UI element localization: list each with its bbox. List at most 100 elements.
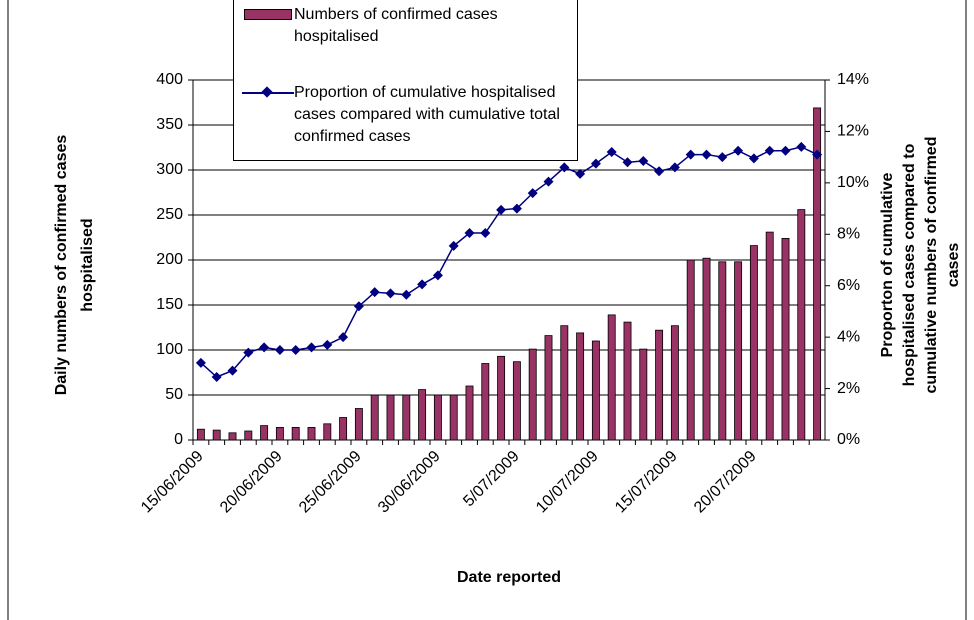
y2-axis-title: hospitalised cases compared to	[901, 143, 918, 386]
bar	[228, 432, 237, 441]
bar	[449, 394, 458, 441]
bar	[718, 261, 727, 441]
legend-label: Proportion of cumulative hospitalised ca…	[294, 84, 560, 145]
legend-symbol	[242, 82, 294, 102]
bar	[244, 430, 253, 441]
marker	[701, 149, 712, 160]
y-axis-title: Daily numbers of confirmed cases	[53, 135, 70, 396]
bar	[670, 325, 679, 441]
legend-label: Numbers of confirmed cases hospitalised	[294, 6, 498, 45]
y2-tick-label: 6%	[837, 277, 860, 294]
bar	[370, 394, 379, 441]
bar	[781, 237, 790, 441]
bar	[307, 426, 316, 441]
y2-axis-title: cumulative numbers of confirmed	[923, 137, 940, 394]
marker	[638, 156, 649, 166]
marker	[243, 347, 254, 358]
marker	[322, 339, 333, 350]
bar	[418, 389, 427, 441]
marker	[338, 332, 349, 343]
marker	[306, 342, 317, 353]
x-tick-label: 25/06/2009	[296, 448, 365, 517]
y-tick-label: 100	[156, 341, 183, 358]
y2-tick-label: 14%	[837, 71, 869, 88]
bar	[702, 257, 711, 441]
x-tick-label: 30/06/2009	[375, 448, 444, 517]
bar	[339, 417, 348, 441]
marker	[590, 158, 601, 169]
bar	[291, 426, 300, 441]
marker	[764, 145, 775, 156]
marker	[543, 176, 554, 187]
bar	[465, 385, 474, 441]
legend: Numbers of confirmed cases hospitalised P…	[233, 0, 578, 161]
marker	[195, 357, 206, 368]
y-tick-label: 150	[156, 296, 183, 313]
y-tick-label: 200	[156, 251, 183, 268]
bar	[734, 261, 743, 441]
y2-tick-label: 12%	[837, 123, 869, 140]
y2-tick-label: 0%	[837, 431, 860, 448]
x-axis-title: Date reported	[457, 569, 561, 586]
marker	[448, 240, 459, 251]
bar	[749, 245, 758, 441]
marker	[669, 162, 680, 173]
bar	[433, 394, 442, 441]
x-tick-label: 10/07/2009	[533, 448, 602, 517]
bar	[655, 329, 664, 441]
y2-tick-label: 2%	[837, 380, 860, 397]
bar	[544, 335, 553, 441]
marker	[259, 342, 270, 353]
x-tick-label: 15/06/2009	[138, 448, 207, 517]
marker	[290, 345, 301, 355]
bar	[481, 363, 490, 441]
marker	[748, 153, 759, 164]
marker	[432, 270, 443, 281]
y2-axis-title: Proporton of cumulative	[879, 172, 896, 357]
bar	[639, 348, 648, 441]
y2-tick-label: 10%	[837, 174, 869, 191]
bar	[512, 361, 521, 441]
x-tick-label: 5/07/2009	[460, 448, 522, 510]
bar	[275, 426, 284, 441]
y-tick-label: 250	[156, 206, 183, 223]
marker	[496, 204, 507, 215]
marker	[685, 149, 696, 160]
marker	[812, 149, 823, 160]
marker	[417, 279, 428, 290]
y-tick-label: 300	[156, 161, 183, 178]
legend-item: Proportion of cumulative hospitalised ca…	[242, 82, 572, 148]
marker	[369, 287, 380, 298]
bar	[528, 348, 537, 441]
bar	[813, 107, 822, 441]
marker	[274, 345, 285, 355]
marker	[780, 145, 791, 156]
marker	[511, 203, 522, 214]
marker	[559, 162, 570, 173]
legend-symbol	[242, 4, 294, 24]
bar	[402, 394, 411, 441]
bar	[212, 429, 221, 441]
marker	[401, 289, 412, 300]
bar	[323, 423, 332, 441]
x-tick-label: 20/06/2009	[217, 448, 286, 517]
bar	[607, 314, 616, 441]
marker	[733, 145, 744, 156]
bar	[497, 355, 506, 441]
marker	[385, 288, 396, 299]
y-tick-label: 350	[156, 116, 183, 133]
y2-axis-title: cases	[945, 243, 962, 288]
bar	[386, 394, 395, 441]
marker	[796, 141, 807, 152]
bar	[560, 325, 569, 441]
y-tick-label: 50	[165, 386, 183, 403]
y-axis-title: hospitalised	[79, 218, 96, 311]
marker	[480, 228, 491, 238]
bar	[354, 408, 363, 441]
y-tick-label: 400	[156, 71, 183, 88]
line	[200, 146, 818, 378]
legend-item: Numbers of confirmed cases hospitalised	[242, 4, 572, 48]
bar	[576, 332, 585, 441]
bar	[797, 209, 806, 441]
